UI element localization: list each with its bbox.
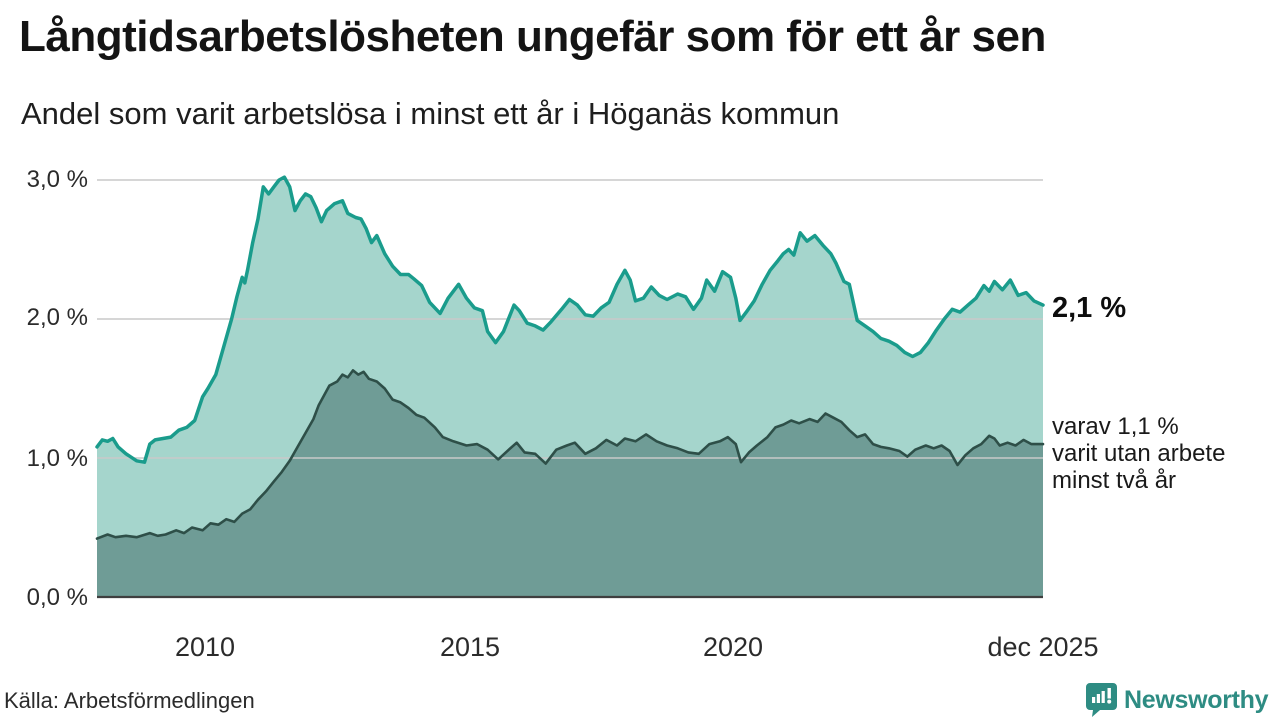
subset-line-2: varit utan arbete (1052, 440, 1226, 467)
x-tick-dec-2025: dec 2025 (987, 632, 1099, 662)
subset-line-3: minst två år (1052, 467, 1177, 494)
line-two-years (95, 369, 1045, 540)
area-fill-two-years (97, 370, 1043, 597)
y-tick-3: 3,0 % (26, 166, 88, 193)
source-note: Källa: Arbetsförmedlingen (4, 688, 255, 713)
page-subtitle: Andel som varit arbetslösa i minst ett å… (21, 96, 840, 131)
x-tick-2015: 2015 (439, 632, 501, 662)
subset-line-1: varav 1,1 % (1052, 413, 1179, 440)
line-one-year (95, 175, 1045, 464)
gridlines (97, 179, 1043, 459)
x-tick-2020: 2020 (702, 632, 764, 662)
y-tick-0: 0,0 % (26, 584, 88, 611)
brand-name: Newsworthy (1124, 685, 1269, 714)
newsworthy-logo-icon (1086, 683, 1117, 717)
x-tick-2010: 2010 (174, 632, 236, 662)
latest-value-subset: varav 1,1 % varit utan arbete minst två … (1052, 413, 1225, 494)
latest-value-total: 2,1 % (1052, 292, 1127, 324)
brand-logo: Newsworthy (1086, 683, 1269, 717)
page-title: Långtidsarbetslösheten ungefär som för e… (19, 12, 1046, 61)
y-tick-2: 2,0 % (26, 304, 88, 331)
y-tick-1: 1,0 % (26, 445, 88, 472)
